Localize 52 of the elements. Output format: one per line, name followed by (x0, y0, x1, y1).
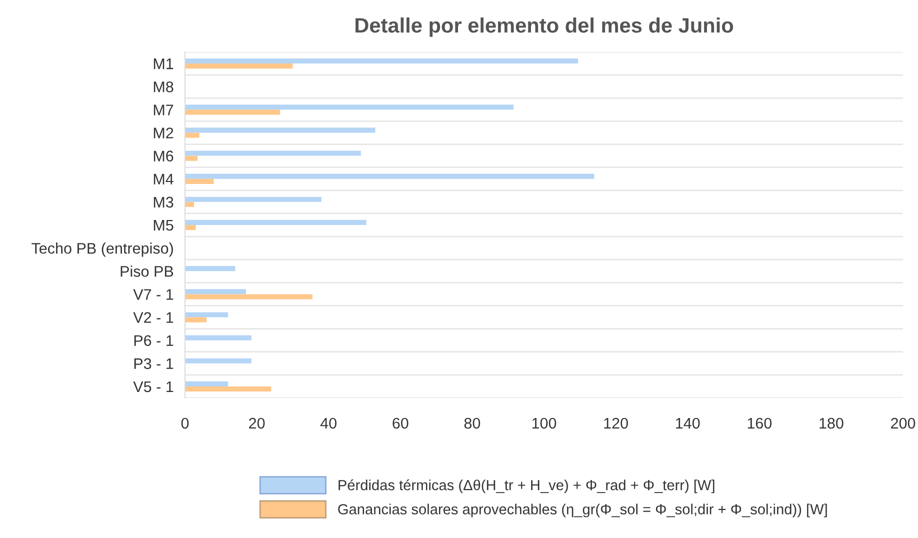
bar (185, 266, 236, 272)
y-tick-label: V7 - 1 (133, 289, 174, 300)
bar (185, 289, 246, 294)
bar (185, 178, 214, 184)
x-tick-label: 200 (891, 418, 916, 429)
bar (185, 381, 228, 386)
bar (185, 132, 200, 138)
bar (185, 225, 196, 230)
y-tick-label: V2 - 1 (133, 312, 174, 323)
y-tick-label: M5 (154, 220, 174, 231)
x-tick-label: 120 (604, 418, 628, 429)
y-tick-label: M8 (154, 81, 174, 92)
y-tick-label: P6 - 1 (134, 335, 174, 346)
chart-title: Detalle por elemento del mes de Junio (356, 17, 734, 37)
x-tick-label: 180 (820, 418, 844, 429)
bar (185, 128, 376, 133)
y-tick-label: M7 (154, 104, 174, 116)
bar (185, 156, 198, 161)
y-tick-label: Piso PB (120, 266, 174, 277)
bar (185, 104, 514, 110)
x-tick-label: 140 (676, 418, 700, 429)
y-tick-label: V5 - 1 (133, 381, 174, 392)
bar (185, 317, 207, 322)
x-tick-label: 100 (532, 418, 556, 429)
y-tick-label: M4 (154, 174, 174, 184)
x-tick-label: 80 (464, 418, 480, 429)
bar (185, 220, 366, 225)
y-tick-label: M6 (154, 150, 174, 162)
bar (185, 174, 594, 179)
x-tick-label: 40 (320, 418, 336, 429)
y-tick-label: M1 (154, 58, 174, 70)
y-tick-label: M3 (154, 196, 174, 208)
x-tick-label: 20 (249, 418, 265, 429)
bar (185, 386, 272, 392)
bar (185, 202, 194, 208)
bar (185, 150, 361, 156)
y-tick-label: M2 (154, 128, 174, 138)
x-tick-label: 0 (181, 418, 189, 429)
y-tick-label: P3 - 1 (134, 358, 174, 370)
bar (185, 64, 293, 69)
legend-label: Ganancias solares aprovechables (η_gr(Φ_sol = Φ_sol;dir + Φ_sol;ind)) [W] (338, 504, 827, 518)
y-tick-label: Techo PB (entrepiso) (32, 242, 173, 257)
bar (185, 312, 228, 318)
bar (185, 335, 252, 340)
bar (185, 58, 578, 64)
legend-label: Pérdidas térmicas (Δθ(H_tr + H_ve) + Φ_rad + Φ_terr) [W] (338, 479, 714, 494)
x-tick-label: 60 (392, 418, 408, 429)
bar (185, 196, 322, 202)
x-tick-label: 160 (748, 418, 772, 429)
bar (185, 110, 280, 115)
bar (185, 358, 252, 364)
bar (185, 294, 312, 300)
